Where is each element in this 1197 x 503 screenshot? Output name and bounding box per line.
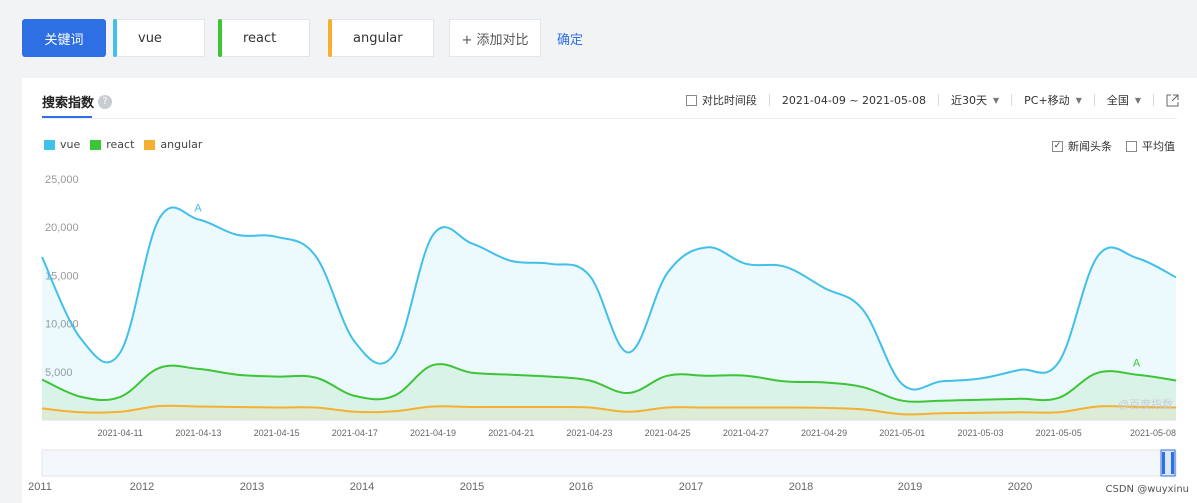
region-label: 全国 [1106,94,1129,107]
search-index-chart[interactable]: 25,00020,00015,00010,0005,000AA@百度指数2021… [0,78,1197,503]
legend-swatch [144,139,156,150]
chart-legend: vue react angular [44,138,212,151]
chart-toggles: ✓ 新闻头条 平均值 [1038,138,1175,154]
x-tick-label: 2021-04-25 [645,428,691,438]
external-link-icon[interactable] [1166,94,1179,107]
y-tick-label: 25,000 [45,174,79,186]
legend-label: react [106,138,135,151]
series-area-vue [42,207,1176,420]
average-checkbox[interactable]: 平均值 [1126,138,1175,154]
overview-year-label: 2012 [130,481,154,493]
separator [1153,94,1154,106]
series-line-angular [41,404,1177,416]
news-headline-checkbox[interactable]: ✓ 新闻头条 [1052,138,1112,154]
overview-year-label: 2019 [898,481,922,493]
separator [768,94,770,106]
tab-underline [42,116,92,118]
keyword-input-react[interactable]: react [218,19,310,57]
tab-label: 搜索指数 [42,96,95,111]
y-tick-label: 15,000 [45,270,79,282]
x-tick-label: 2021-04-11 [98,428,143,438]
legend-swatch [90,139,102,150]
x-tick-label: 2021-04-19 [410,428,456,438]
keyword-input-angular[interactable]: angular [328,19,434,57]
x-tick-label: 2021-04-15 [254,428,300,438]
legend-label: angular [160,138,203,151]
keyword-color-bar [218,19,222,57]
period-label: 近30天 [951,94,987,107]
x-tick-label: 2021-04-23 [566,428,612,438]
checkbox-icon [1126,140,1137,152]
overview-year-label: 2018 [789,481,813,493]
legend-item-react[interactable]: react [90,138,134,151]
legend-item-vue[interactable]: vue [44,138,80,151]
caret-down-icon: ▼ [1134,95,1141,105]
device-label: PC+移动 [1024,94,1070,107]
checkbox-icon [685,94,697,106]
divider [42,118,1177,119]
annotation-marker: A [194,202,202,214]
legend-item-angular[interactable]: angular [144,138,202,151]
x-tick-label: 2021-04-21 [488,428,534,438]
legend-label: vue [60,138,81,151]
x-tick-label: 2021-05-03 [957,428,1003,438]
legend-swatch [44,139,55,150]
keyword-mode-button[interactable]: 关键词 [22,19,106,57]
region-select[interactable]: 全国 ▼ [1107,92,1141,108]
question-circle-icon[interactable]: ? [98,94,113,109]
device-select[interactable]: PC+移动 ▼ [1024,92,1082,108]
period-select[interactable]: 近30天 ▼ [951,92,999,108]
series-line-vue [41,206,1177,391]
tab-search-index[interactable]: 搜索指数 ? [42,92,113,111]
annotation-marker: A [1133,358,1141,370]
overview-year-label: 2014 [350,481,374,493]
credit-text: CSDN @wuyxinu [1105,484,1190,495]
average-label: 平均值 [1142,140,1175,153]
news-label: 新闻头条 [1068,140,1112,153]
x-tick-label: 2021-05-08 [1130,428,1176,438]
overview-year-label: 2017 [679,481,703,493]
caret-down-icon: ▼ [993,95,1000,105]
y-tick-label: 5,000 [45,367,73,379]
series-line-react [41,363,1177,403]
y-tick-label: 20,000 [45,222,79,234]
keyword-label: react [243,30,277,46]
overview-year-label: 2015 [460,481,484,493]
keyword-color-bar [328,19,332,57]
separator [938,94,939,106]
x-tick-label: 2021-04-13 [175,428,221,438]
overview-handle-left [1162,452,1165,474]
caret-down-icon: ▼ [1075,95,1082,105]
date-range-picker[interactable]: 2021-04-09 ~ 2021-05-08 [781,93,926,107]
overview-year-label: 2020 [1008,481,1032,493]
keyword-label: angular [353,30,403,46]
x-tick-label: 2021-05-05 [1036,428,1082,438]
x-tick-label: 2021-05-01 [879,428,925,438]
search-index-panel: 搜索指数 ? 对比时间段 2021-04-09 ~ 2021-05-08 近30… [22,78,1197,503]
chart-controls: 对比时间段 2021-04-09 ~ 2021-05-08 近30天 ▼ PC+… [685,92,1179,108]
compare-period-label: 对比时间段 [701,94,757,107]
compare-period-checkbox[interactable]: 对比时间段 [685,92,757,108]
checkbox-checked-icon: ✓ [1052,140,1063,152]
overview-year-label: 2011 [28,481,52,493]
overview-handle-right [1171,452,1174,474]
x-tick-label: 2021-04-17 [332,428,378,438]
separator [1011,94,1013,106]
add-compare-button[interactable]: + 添加对比 [449,19,541,57]
watermark-text: @百度指数 [1118,397,1173,411]
keyword-bar: 关键词 vue react angular + 添加对比 确定 [0,0,1197,78]
overview-year-label: 2016 [569,481,593,493]
overview-navigator [41,449,1177,477]
separator [1093,94,1095,106]
overview-year-label: 2013 [240,481,264,493]
keyword-label: vue [138,30,162,46]
keyword-color-bar [113,19,117,57]
x-tick-label: 2021-04-29 [801,428,847,438]
keyword-input-vue[interactable]: vue [113,19,205,57]
x-tick-label: 2021-04-27 [723,428,769,438]
series-area-react [42,364,1176,420]
confirm-button[interactable]: 确定 [557,32,584,48]
